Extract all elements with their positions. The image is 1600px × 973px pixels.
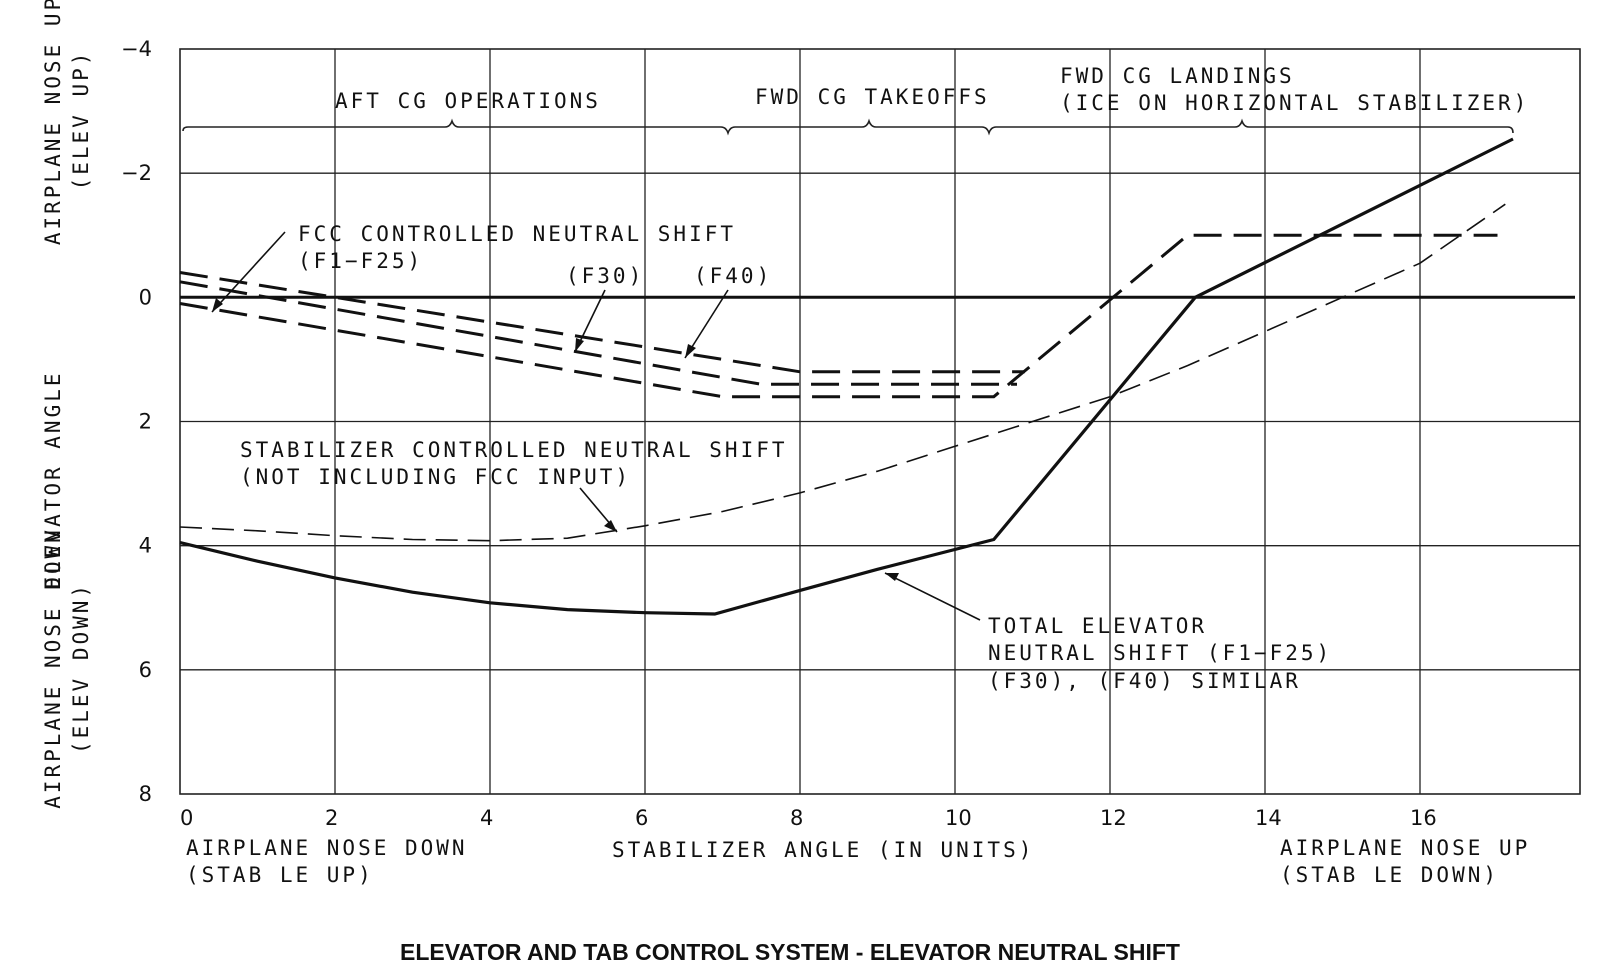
region-label-fwd-cg-landings: FWD CG LANDINGS — [1060, 64, 1295, 88]
fcc-neutral-shift-f1-f25-line — [179, 233, 1498, 399]
y-tick-label: 0 — [139, 285, 152, 309]
region-label-ice-note: (ICE ON HORIZONTAL STABILIZER) — [1060, 91, 1529, 115]
annotation-f40-arrowhead — [685, 344, 696, 358]
region-brace-line — [182, 118, 1514, 136]
fcc-neutral-shift-f30-line — [179, 280, 1017, 386]
annotation-total-leader — [884, 572, 981, 621]
x-tick-label: 2 — [325, 806, 338, 830]
y-tick-label: 6 — [139, 658, 152, 682]
annotation-fcc-title: FCC CONTROLLED NEUTRAL SHIFT — [298, 222, 736, 246]
x-axis-left-sublabel: (STAB LE UP) — [186, 863, 374, 887]
annotations: FCC CONTROLLED NEUTRAL SHIFT (F1−F25) (F… — [211, 222, 1332, 693]
annotation-fcc-arrowhead — [212, 298, 223, 312]
x-tick-label: 6 — [635, 806, 648, 830]
y-tick-label: 8 — [139, 782, 152, 806]
y-axis-bottom-sublabel: (ELEV DOWN) — [69, 582, 93, 754]
x-tick-label: 8 — [790, 806, 803, 830]
annotation-stab-note: (NOT INCLUDING FCC INPUT) — [240, 465, 631, 489]
x-axis-left-label: AIRPLANE NOSE DOWN — [186, 836, 468, 860]
stabilizer-neutral-shift-line — [179, 203, 1506, 542]
annotation-total-similar: (F30), (F40) SIMILAR — [988, 669, 1301, 693]
y-axis-top-sublabel: (ELEV UP) — [69, 50, 93, 191]
x-tick-label: 14 — [1255, 806, 1282, 830]
y-axis-bottom-label: AIRPLANE NOSE DOWN — [41, 527, 65, 809]
x-axis-ticks: 0 2 4 6 8 10 12 14 16 — [180, 806, 1437, 830]
region-label-aft-cg: AFT CG OPERATIONS — [335, 89, 601, 113]
y-axis-top-label: AIRPLANE NOSE UP — [41, 0, 65, 245]
annotation-fcc-leader — [211, 231, 286, 313]
region-label-fwd-cg-takeoffs: FWD CG TAKEOFFS — [755, 85, 990, 109]
x-axis-label: STABILIZER ANGLE (IN UNITS) — [612, 838, 1034, 862]
annotation-total-title: TOTAL ELEVATOR — [988, 614, 1207, 638]
y-axis-label: ELEVATOR ANGLE — [41, 370, 65, 589]
total-elevator-neutral-shift-line — [179, 137, 1514, 616]
annotation-total-flaps: NEUTRAL SHIFT (F1−F25) — [988, 641, 1332, 665]
y-tick-label: −2 — [121, 161, 152, 185]
x-tick-label: 10 — [945, 806, 972, 830]
figure-caption: ELEVATOR AND TAB CONTROL SYSTEM - ELEVAT… — [400, 939, 1180, 965]
x-tick-label: 4 — [480, 806, 493, 830]
annotation-total-arrowhead — [885, 573, 899, 581]
x-tick-label: 12 — [1100, 806, 1127, 830]
x-axis-right-label: AIRPLANE NOSE UP — [1280, 836, 1530, 860]
annotation-f40: (F40) — [694, 264, 772, 288]
annotation-fcc-flaps: (F1−F25) — [298, 249, 423, 273]
annotation-stab-title: STABILIZER CONTROLLED NEUTRAL SHIFT — [240, 438, 788, 462]
regions: AFT CG OPERATIONS FWD CG TAKEOFFS FWD CG… — [182, 64, 1529, 136]
annotation-f30-arrowhead — [575, 338, 584, 352]
annotation-f30: (F30) — [566, 264, 644, 288]
series-layer — [179, 137, 1575, 616]
annotation-stab-arrowhead — [604, 520, 617, 532]
y-tick-label: −4 — [121, 37, 152, 61]
y-tick-label: 4 — [139, 534, 152, 558]
x-tick-label: 16 — [1410, 806, 1437, 830]
grid — [180, 49, 1580, 794]
y-tick-label: 2 — [139, 410, 152, 434]
x-axis-right-sublabel: (STAB LE DOWN) — [1280, 863, 1499, 887]
y-axis-ticks: −4 −2 0 2 4 6 8 — [121, 37, 152, 806]
x-tick-label: 0 — [180, 806, 193, 830]
fcc-neutral-shift-f40-line — [179, 271, 1025, 374]
plot-frame — [179, 48, 1581, 795]
